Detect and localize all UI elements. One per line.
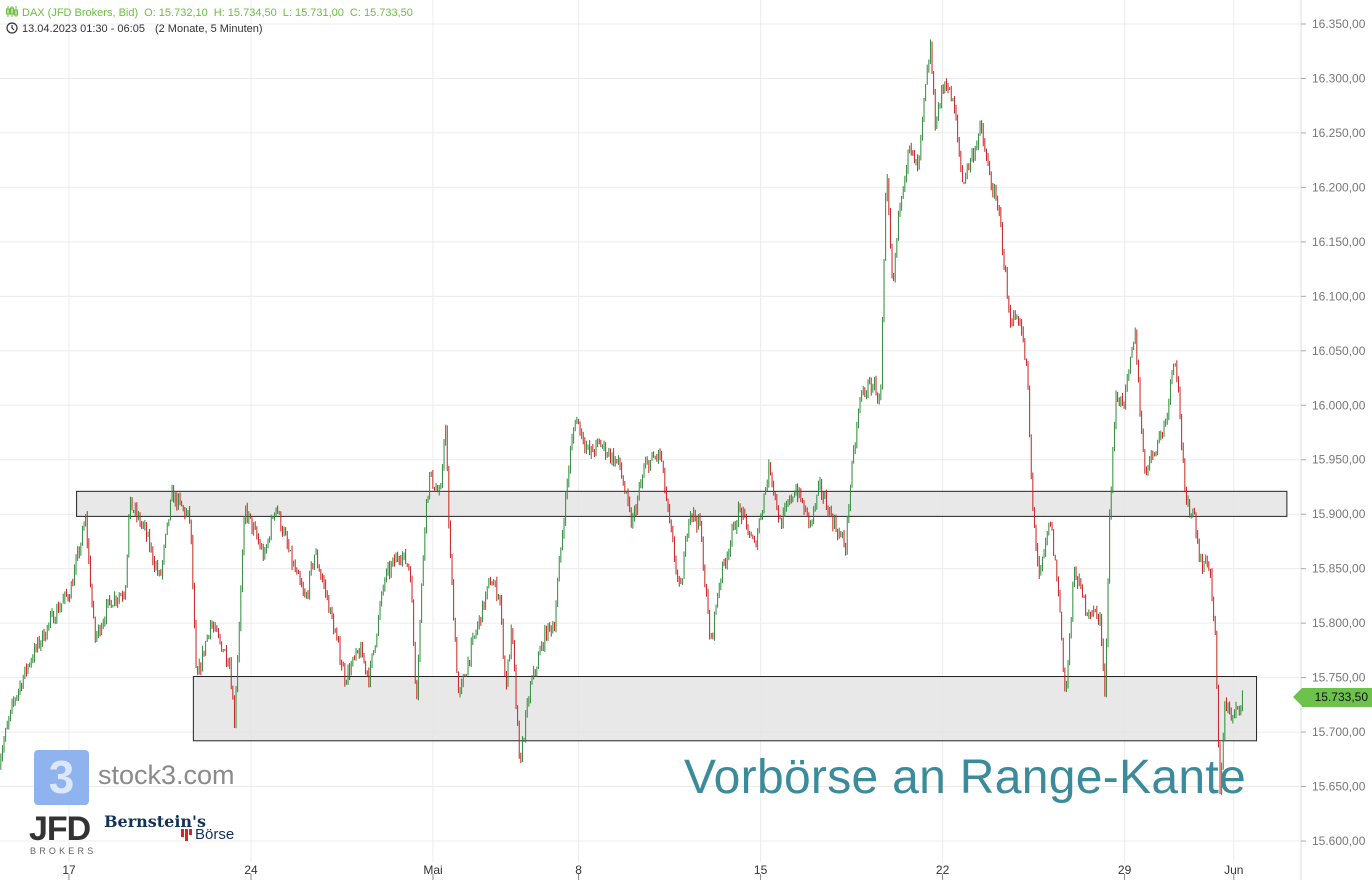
jfd-brokers-text: BROKERS	[30, 846, 97, 856]
y-tick-label: 16.100,00	[1312, 289, 1366, 303]
candles	[0, 39, 1243, 796]
stock3-logo: 3	[34, 750, 89, 805]
y-tick-label: 16.250,00	[1312, 126, 1366, 140]
period: (2 Monate, 5 Minuten)	[154, 23, 263, 35]
date-range: 13.04.2023 01:30 - 06:05	[22, 23, 145, 35]
range-zone	[76, 490, 1288, 517]
y-tick-label: 15.900,00	[1312, 507, 1366, 521]
y-tick-label: 16.350,00	[1312, 17, 1366, 31]
x-tick-label: Jun	[1224, 863, 1243, 877]
y-tick-label: 15.800,00	[1312, 616, 1366, 630]
borse-logo-mark-icon	[181, 829, 192, 841]
bernstein-logo: Bernstein's	[104, 812, 206, 831]
y-tick-label: 15.650,00	[1312, 780, 1366, 794]
y-tick-label: 16.300,00	[1312, 71, 1366, 85]
ohlc-header: DAX (JFD Brokers, Bid) O: 15.732,10 H: 15.…	[6, 6, 419, 19]
x-tick-label: 29	[1118, 863, 1132, 877]
jfd-logo: JFD	[29, 810, 91, 848]
y-tick-label: 15.700,00	[1312, 725, 1366, 739]
price-axis[interactable]: 16.350,00 16.300,00 16.250,00 16.200,00 16.1…	[1301, 17, 1366, 848]
close-value: C: 15.733,50	[349, 7, 413, 19]
candlestick-icon	[6, 6, 18, 17]
borse-logo: Börse	[195, 826, 235, 843]
clock-icon	[6, 22, 18, 34]
chart-annotation: Vorbörse an Range-Kante	[684, 751, 1246, 804]
last-price-tag: 15.733,50	[1293, 688, 1372, 707]
y-tick-label: 15.950,00	[1312, 453, 1366, 467]
y-tick-label: 15.750,00	[1312, 671, 1366, 685]
x-tick-label: 22	[936, 863, 950, 877]
x-tick-label: Mai	[423, 863, 442, 877]
y-tick-label: 16.150,00	[1312, 235, 1366, 249]
stock3-wordmark: stock3.com	[98, 760, 235, 790]
low-value: L: 15.731,00	[282, 7, 344, 19]
y-tick-label: 16.000,00	[1312, 398, 1366, 412]
x-tick-label: 17	[62, 863, 76, 877]
range-zones	[76, 490, 1288, 742]
y-tick-label: 15.600,00	[1312, 834, 1366, 848]
x-tick-label: 15	[754, 863, 768, 877]
time-range-header: 13.04.2023 01:30 - 06:05 (2 Monate, 5 Min…	[6, 22, 269, 35]
y-tick-label: 16.050,00	[1312, 344, 1366, 358]
open-value: O: 15.732,10	[144, 7, 208, 19]
y-tick-label: 15.850,00	[1312, 562, 1366, 576]
high-value: H: 15.734,50	[213, 7, 277, 19]
time-axis[interactable]: 17 24 Mai 8 15 22 29 Jun	[62, 863, 1243, 880]
x-tick-label: 24	[244, 863, 258, 877]
range-zone	[192, 676, 1258, 742]
y-tick-label: 16.200,00	[1312, 180, 1366, 194]
instrument-name: DAX (JFD Brokers, Bid)	[22, 7, 139, 19]
x-tick-label: 8	[575, 863, 582, 877]
